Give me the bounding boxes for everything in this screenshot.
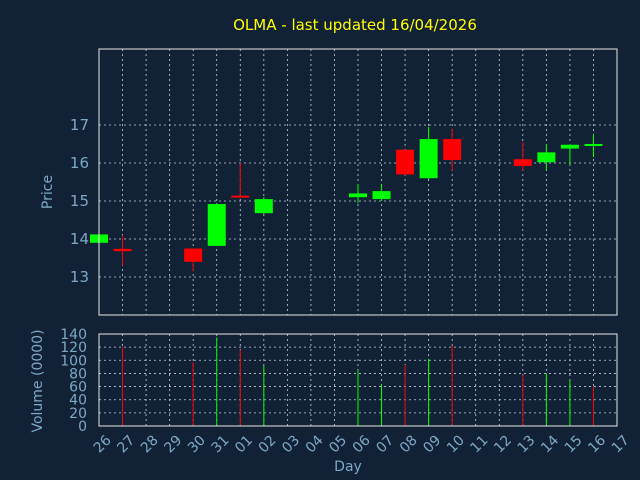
candle-body — [372, 191, 391, 200]
x-tick-label: 09 — [420, 432, 444, 456]
x-tick-label: 07 — [373, 432, 397, 456]
price-y-tick-label: 13 — [70, 268, 89, 286]
x-tick-label: 15 — [562, 432, 586, 456]
volume-y-tick-label: 120 — [60, 340, 87, 356]
volume-y-tick-label: 140 — [60, 327, 87, 343]
candle-body — [184, 248, 203, 262]
price-y-tick-label: 14 — [70, 230, 89, 248]
candle-body — [537, 152, 556, 163]
volume-y-tick-label: 100 — [60, 353, 87, 369]
price-frame — [98, 48, 618, 316]
x-tick-label: 02 — [256, 432, 280, 456]
x-tick-label: 01 — [232, 432, 256, 456]
price-y-ticks: 13 14 15 16 17 — [70, 116, 89, 286]
x-tick-label: 11 — [468, 432, 492, 456]
volume-y-tick-label: 0 — [78, 419, 87, 435]
candle-body — [207, 204, 226, 246]
x-tick-label: 10 — [444, 432, 468, 456]
price-grid — [99, 49, 617, 315]
x-tick-label: 26 — [91, 432, 115, 456]
volume-y-tick-label: 40 — [69, 393, 87, 409]
x-tick-label: 28 — [138, 432, 162, 456]
x-tick-label: 30 — [185, 432, 209, 456]
x-tick-label: 08 — [397, 432, 421, 456]
price-y-tick-label: 17 — [70, 116, 89, 134]
x-tick-label: 17 — [609, 432, 633, 456]
candle-body — [419, 139, 438, 179]
x-axis-ticks: 26 27 28 29 30 31 01 02 03 04 05 06 07 08 09 10 11 12 13 14… — [91, 432, 633, 456]
candle-body — [443, 139, 462, 160]
volume-bars — [122, 337, 594, 426]
volume-y-tick-label: 60 — [69, 380, 87, 396]
candle-body — [113, 248, 132, 252]
volume-y-tick-label: 20 — [69, 406, 87, 422]
x-tick-label: 03 — [279, 432, 303, 456]
candle-body — [396, 149, 415, 175]
x-axis-label: Day — [334, 459, 362, 475]
chart-title: OLMA - last updated 16/04/2026 — [233, 16, 477, 34]
x-tick-label: 14 — [538, 432, 562, 456]
price-candles — [90, 126, 603, 272]
candle-body — [513, 159, 532, 167]
x-tick-label: 05 — [326, 432, 350, 456]
x-tick-label: 04 — [303, 432, 327, 456]
price-panel: 13 14 15 16 17 — [70, 48, 618, 316]
candle-body — [349, 193, 367, 198]
candle-body — [560, 144, 579, 149]
candle-body — [584, 144, 603, 146]
volume-y-tick-label: 80 — [69, 366, 87, 382]
x-tick-label: 31 — [209, 432, 233, 456]
volume-axis-label: Volume (0000) — [30, 329, 46, 432]
candle-body — [231, 195, 250, 198]
price-y-tick-label: 16 — [70, 154, 89, 172]
x-tick-label: 12 — [491, 432, 515, 456]
x-tick-label: 06 — [350, 432, 374, 456]
x-tick-label: 27 — [114, 432, 138, 456]
price-axis-label: Price — [40, 175, 56, 209]
x-tick-label: 13 — [515, 432, 539, 456]
volume-frame — [98, 333, 618, 427]
candle-body — [254, 199, 273, 214]
x-tick-label: 16 — [585, 432, 609, 456]
price-y-tick-label: 15 — [70, 192, 89, 210]
x-tick-label: 29 — [161, 432, 185, 456]
